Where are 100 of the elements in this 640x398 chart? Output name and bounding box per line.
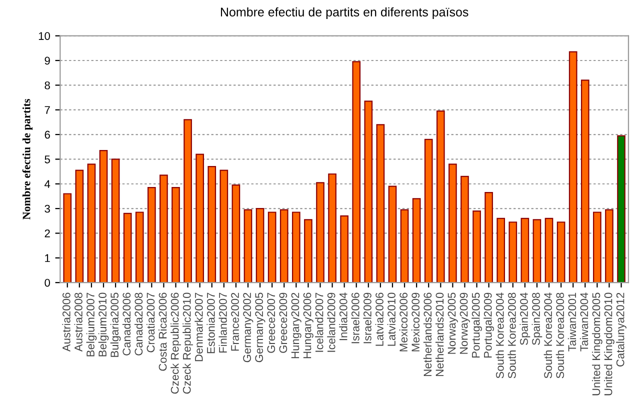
x-tick-label: Norway2009 <box>460 292 470 354</box>
y-tick-label: 6 <box>44 130 50 139</box>
bar <box>376 124 385 283</box>
bar <box>196 154 204 283</box>
bar <box>340 215 348 283</box>
y-tick-label: 9 <box>44 56 50 65</box>
x-tick-label: Austria2006 <box>62 292 70 352</box>
y-tick-label: 1 <box>45 254 50 262</box>
bar <box>388 186 397 283</box>
x-tick-label: Estonia2007 <box>206 292 215 354</box>
bar <box>508 222 518 283</box>
bar <box>364 100 373 283</box>
bar <box>208 166 216 283</box>
x-tick-label: Costa Rica2006 <box>158 292 167 371</box>
x-tick-label: Portugal2005 <box>472 292 482 358</box>
bar <box>617 135 626 283</box>
x-tick-label: Croatia2007 <box>146 292 155 352</box>
bar <box>135 212 144 283</box>
bar <box>256 208 264 283</box>
bar <box>280 209 288 283</box>
x-tick-label: Portugal2009 <box>484 292 494 358</box>
x-tick-label: Netherlands2010 <box>435 292 444 376</box>
x-tick-label: Norway2005 <box>448 292 458 354</box>
bar <box>304 219 312 283</box>
bar <box>484 192 493 283</box>
x-tick-label: Hungary2002 <box>291 292 302 358</box>
x-tick-label: Canada2008 <box>134 292 143 356</box>
bar <box>123 212 132 283</box>
bar <box>496 218 506 283</box>
x-tick-label: United Kingdom2005 <box>592 292 602 396</box>
bar <box>448 164 457 283</box>
bar <box>63 193 72 283</box>
y-tick-label: 3 <box>44 204 50 213</box>
bar <box>412 198 421 283</box>
x-tick-label: Taiwan2001 <box>568 292 576 352</box>
bar <box>87 164 96 283</box>
x-tick-label: South Korea2008 <box>556 292 564 378</box>
x-tick-label: Mexico2006 <box>399 292 408 352</box>
x-tick-label: Latvia2010 <box>387 292 396 346</box>
bar <box>111 158 120 283</box>
x-tick-label: Spain2004 <box>520 292 530 345</box>
bar <box>544 218 554 283</box>
chart-title: Nombre efectiu de partits en diferents països <box>220 7 468 19</box>
x-tick-label: Netherlands2006 <box>423 292 432 376</box>
bar <box>352 61 361 283</box>
y-tick-label: 4 <box>44 180 50 188</box>
bar <box>220 170 228 283</box>
y-tick-label: 5 <box>44 156 50 164</box>
x-tick-label: Israel2009 <box>363 292 372 344</box>
x-tick-label: Bulgaria2005 <box>110 292 121 357</box>
bar <box>556 222 566 283</box>
x-tick-label: Catalunya2012 <box>616 292 626 366</box>
bar <box>292 212 300 283</box>
x-tick-label: Germany2005 <box>255 292 266 362</box>
x-tick-label: Spain2008 <box>532 292 542 345</box>
bar <box>424 138 433 283</box>
bar <box>184 119 192 283</box>
bar <box>532 219 542 283</box>
bar <box>316 182 324 283</box>
x-tick-label: Israel2006 <box>351 292 360 344</box>
x-tick-label: Austria2008 <box>74 292 82 352</box>
y-tick-label: 8 <box>44 81 50 90</box>
bar <box>99 150 108 283</box>
x-tick-label: Latvia2006 <box>375 292 384 346</box>
x-tick-label: Canada2006 <box>122 292 131 356</box>
y-tick-label: 2 <box>44 229 50 238</box>
x-tick-label: Iceland2009 <box>327 292 336 352</box>
x-tick-label: Iceland2007 <box>315 292 324 352</box>
bar <box>400 209 409 283</box>
y-tick-label: 10 <box>38 32 50 40</box>
bar <box>268 212 276 283</box>
x-tick-label: South Korea2004 <box>544 292 552 378</box>
bar <box>148 187 156 283</box>
bar <box>75 170 84 283</box>
x-tick-label: Taiwan2004 <box>580 292 588 352</box>
bar <box>328 173 336 283</box>
x-tick-label: Germany2002 <box>243 292 254 362</box>
x-tick-label: United Kingdom2010 <box>604 292 614 396</box>
bar <box>593 212 602 283</box>
y-axis-title: Nombre efectiu de partits <box>22 98 33 220</box>
bar <box>460 176 469 283</box>
bar <box>580 80 590 283</box>
x-tick-label: Hungary2006 <box>303 292 314 358</box>
x-tick-label: South Korea2004 <box>496 292 504 378</box>
bar <box>160 174 168 283</box>
bar <box>436 110 445 283</box>
x-tick-label: Czeck Republic2010 <box>182 292 193 394</box>
bar <box>244 209 252 283</box>
bar <box>472 210 481 283</box>
x-tick-label: Finland2007 <box>218 292 227 353</box>
bar <box>520 218 530 283</box>
x-tick-label: Denmark2007 <box>194 292 203 362</box>
x-tick-label: Mexico2009 <box>411 292 420 352</box>
x-tick-label: India2004 <box>339 292 348 340</box>
x-tick-label: Greece2009 <box>279 292 288 353</box>
x-tick-label: South Korea2008 <box>508 292 516 378</box>
y-tick-label: 7 <box>44 106 50 114</box>
y-tick-label: 0 <box>44 278 50 287</box>
bar <box>232 184 240 283</box>
x-tick-label: France2002 <box>231 292 239 351</box>
